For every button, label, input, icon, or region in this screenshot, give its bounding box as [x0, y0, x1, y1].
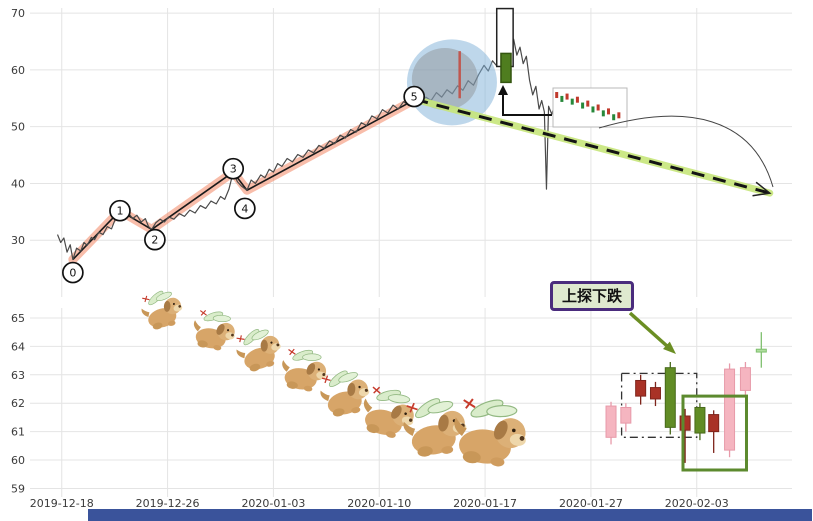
candlestick [708, 414, 720, 433]
annotation-arrow [628, 311, 669, 348]
candlestick [694, 406, 706, 434]
y-tick-label: 65 [11, 312, 25, 325]
puppy-image [136, 284, 187, 333]
highlight-ellipse-gray [411, 47, 478, 110]
wave-marker [233, 197, 256, 220]
wave-marker-label: 4 [241, 202, 248, 215]
y-tick-label: 61 [11, 426, 25, 439]
y-tick-label: 62 [11, 397, 25, 410]
candlestick [739, 367, 751, 391]
y-tick-label: 40 [11, 177, 25, 190]
wave-marker [144, 228, 166, 251]
x-tick-label: 2020-01-03 [241, 497, 305, 510]
puppy-image [189, 305, 240, 354]
inset-candle [612, 114, 616, 121]
candlestick [724, 368, 736, 451]
measure-arrow [502, 93, 552, 116]
inset-candle [617, 112, 621, 119]
wave-marker-label: 3 [230, 163, 237, 176]
wave-marker-label: 1 [116, 205, 123, 218]
y-tick-label: 64 [11, 340, 25, 353]
y-tick-label: 63 [11, 369, 25, 382]
candlestick [620, 406, 632, 424]
annotation-candle [500, 52, 512, 84]
candlestick [649, 387, 661, 400]
measure-arrow-head [498, 85, 508, 95]
x-tick-label: 2020-01-27 [559, 497, 623, 510]
wave-marker [222, 157, 245, 180]
x-tick-label: 2020-02-03 [665, 497, 729, 510]
inset-candle [596, 104, 600, 111]
y-tick-label: 30 [11, 234, 25, 247]
frame-rect-green [681, 394, 748, 472]
rangeslider-bar[interactable] [88, 509, 812, 521]
annotation-arrow-head [663, 341, 676, 354]
annotation-label-text: 上探下跌 [562, 287, 623, 305]
inset-candle [586, 100, 590, 107]
wave-marker-label: 0 [69, 267, 76, 280]
inset-candle [560, 95, 564, 102]
x-tick-label: 2019-12-26 [136, 497, 200, 510]
annotation-arc [598, 115, 774, 188]
x-tick-label: 2020-01-10 [347, 497, 411, 510]
wave-marker [403, 85, 426, 108]
projection-dashed-line [414, 97, 771, 195]
wave-marker [109, 199, 131, 222]
inset-candle [601, 110, 605, 117]
frame-rect-dashdot [620, 372, 698, 438]
inset-candle [607, 108, 610, 115]
x-tick-label: 2019-12-18 [30, 497, 94, 510]
y-tick-label: 60 [11, 64, 25, 77]
candlestick [605, 405, 617, 438]
inset-candle [581, 102, 585, 109]
wave-line [72, 98, 416, 261]
candlestick [679, 415, 691, 431]
wave-marker-label: 2 [151, 234, 158, 247]
inset-candle [591, 106, 595, 113]
projection-end-marker [752, 181, 772, 197]
candlestick [664, 367, 676, 428]
puppy-image [278, 343, 331, 395]
inset-candle [555, 92, 559, 99]
y-tick-label: 70 [11, 7, 25, 20]
candlestick [755, 348, 767, 353]
wave-marker [62, 261, 84, 284]
candlestick [635, 379, 647, 397]
annotation-label-box: 上探下跌 [550, 281, 635, 311]
y-tick-label: 60 [11, 454, 25, 467]
inset-candle [575, 96, 579, 103]
inset-candle [570, 98, 574, 105]
wave-marker-label: 5 [411, 91, 418, 104]
y-tick-label: 59 [11, 482, 25, 495]
y-tick-label: 50 [11, 121, 25, 134]
inset-candle [565, 93, 569, 100]
inset-thumbnail [552, 87, 628, 128]
axis-labels: 2019-12-18 2019-12-26 2020-01-03 2020-01-10… [11, 7, 729, 510]
x-tick-label: 2020-01-17 [453, 497, 517, 510]
puppy-image [230, 321, 287, 376]
